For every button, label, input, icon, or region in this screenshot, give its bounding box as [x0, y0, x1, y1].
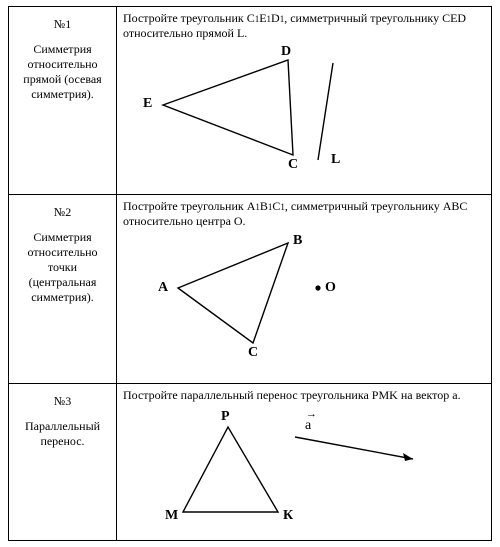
label-M: M	[165, 509, 178, 523]
figure-1: D E C L	[123, 45, 485, 177]
label-C: C	[288, 158, 298, 172]
label-B: B	[293, 234, 302, 248]
table-row: №2 Симметрия относительно точки (централ…	[9, 195, 492, 383]
vector-a-line	[295, 437, 413, 459]
triangle-PMK	[183, 427, 278, 512]
task-text: B	[260, 199, 268, 213]
figure-3: P M К → a	[123, 407, 485, 525]
task-text: Постройте треугольник C	[123, 11, 255, 25]
figure-2-svg	[123, 233, 483, 365]
row3-right-cell: Постройте параллельный перенос треугольн…	[117, 383, 492, 540]
task-topic: Симметрия относительно прямой (осевая си…	[15, 42, 110, 102]
task-topic: Симметрия относительно точки (центральна…	[15, 230, 110, 305]
tasks-table: №1 Симметрия относительно прямой (осевая…	[8, 6, 492, 541]
task-topic: Параллельный перенос.	[15, 419, 110, 449]
table-row: №1 Симметрия относительно прямой (осевая…	[9, 7, 492, 195]
row1-left-cell: №1 Симметрия относительно прямой (осевая…	[9, 7, 117, 195]
label-K: К	[283, 509, 293, 523]
line-L	[318, 63, 333, 160]
vector-a-arrowhead	[403, 453, 413, 461]
label-E: E	[143, 97, 152, 111]
task-statement: Постройте параллельный перенос треугольн…	[123, 388, 485, 403]
label-vector-a: → a	[305, 419, 311, 433]
label-P: P	[221, 410, 230, 424]
row3-left-cell: №3 Параллельный перенос.	[9, 383, 117, 540]
label-O: O	[325, 281, 336, 295]
label-L: L	[331, 153, 340, 167]
triangle-ABC	[178, 243, 288, 343]
arrow-over-icon: →	[306, 409, 317, 420]
row1-right-cell: Постройте треугольник C1E1D1, симметричн…	[117, 7, 492, 195]
table-row: №3 Параллельный перенос. Постройте парал…	[9, 383, 492, 540]
task-statement: Постройте треугольник A1B1C1, симметричн…	[123, 199, 485, 229]
row2-right-cell: Постройте треугольник A1B1C1, симметричн…	[117, 195, 492, 383]
label-D: D	[281, 45, 291, 59]
figure-1-svg	[123, 45, 483, 177]
task-number: №3	[15, 394, 110, 409]
label-A: A	[158, 281, 168, 295]
task-text: Постройте треугольник A	[123, 199, 255, 213]
point-O	[315, 286, 320, 291]
figure-2: B A O C	[123, 233, 485, 365]
label-C: C	[248, 346, 258, 360]
row2-left-cell: №2 Симметрия относительно точки (централ…	[9, 195, 117, 383]
task-statement: Постройте треугольник C1E1D1, симметричн…	[123, 11, 485, 41]
task-text: E	[259, 11, 266, 25]
task-number: №2	[15, 205, 110, 220]
vector-a-text: a	[305, 418, 311, 433]
task-number: №1	[15, 17, 110, 32]
triangle-CED	[163, 60, 293, 155]
task-text: D	[271, 11, 280, 25]
worksheet-page: №1 Симметрия относительно прямой (осевая…	[0, 0, 500, 547]
